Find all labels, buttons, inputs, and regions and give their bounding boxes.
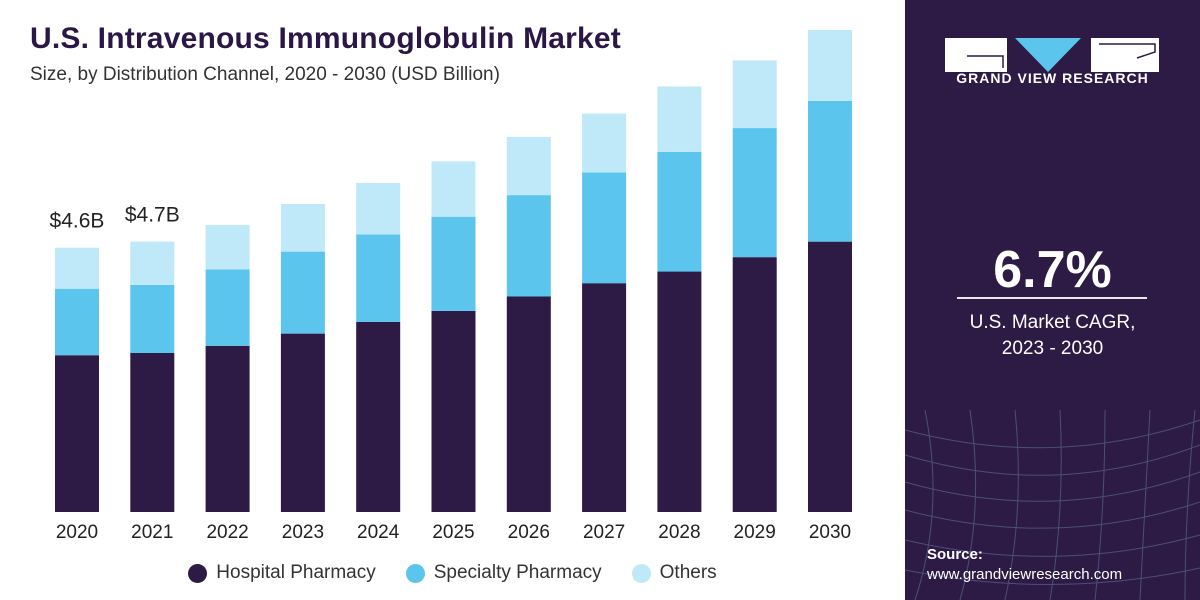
bar-hospital-pharmacy-2023 (280, 333, 325, 512)
x-tick-label-2026: 2026 (508, 522, 550, 543)
grid-floor-graphic (905, 410, 1200, 600)
x-tick-label-2027: 2027 (583, 522, 625, 543)
cagr-value: 6.7% (993, 241, 1112, 299)
chart-subtitle: Size, by Distribution Channel, 2020 - 20… (30, 64, 500, 85)
bar-hospital-pharmacy-2030 (808, 241, 852, 512)
source-label: Source: (927, 546, 983, 563)
x-tick-label-2025: 2025 (432, 522, 474, 543)
x-tick-label-2020: 2020 (56, 522, 98, 543)
bar-specialty-pharmacy-2021 (130, 284, 175, 353)
chart-legend: Hospital Pharmacy Specialty Pharmacy Oth… (0, 562, 905, 584)
x-tick-label-2022: 2022 (206, 522, 248, 543)
bar-hospital-pharmacy-2025 (431, 310, 476, 512)
bar-specialty-pharmacy-2024 (356, 234, 401, 322)
bar-specialty-pharmacy-2026 (506, 195, 551, 297)
data-label-2020: $4.6B (50, 210, 105, 233)
bar-others-2020 (55, 247, 99, 289)
stacked-bar-chart: 2020 2021 2022 2023 2024 2025 2026 2027 2028 2029… (50, 30, 852, 543)
legend-swatch-specialty-pharmacy (405, 563, 425, 583)
legend-item-others: Others (631, 562, 717, 584)
source-note: Source: www.grandviewresearch.com (927, 545, 1122, 585)
chart-title: U.S. Intravenous Immunoglobulin Market (30, 22, 621, 55)
x-tick-label-2028: 2028 (658, 522, 700, 543)
grand-view-research-logo (945, 38, 1159, 72)
cagr-divider (957, 297, 1147, 299)
bar-others-2021 (130, 241, 175, 285)
legend-item-hospital-pharmacy: Hospital Pharmacy (188, 562, 376, 584)
bar-others-2023 (280, 203, 325, 252)
bar-hospital-pharmacy-2022 (205, 345, 250, 512)
legend-item-specialty-pharmacy: Specialty Pharmacy (405, 562, 602, 584)
bar-specialty-pharmacy-2020 (55, 288, 99, 356)
x-tick-label-2024: 2024 (357, 522, 400, 543)
x-tick-label-2021: 2021 (131, 522, 173, 543)
legend-label-hospital-pharmacy: Hospital Pharmacy (216, 562, 376, 583)
legend-label-specialty-pharmacy: Specialty Pharmacy (433, 562, 602, 583)
data-label-2021: $4.7B (125, 204, 180, 227)
bar-others-2024 (356, 182, 401, 235)
legend-swatch-others (631, 563, 651, 583)
bar-hospital-pharmacy-2026 (506, 296, 551, 512)
bar-others-2025 (431, 161, 476, 217)
bar-hospital-pharmacy-2028 (657, 271, 702, 512)
x-tick-label-2023: 2023 (282, 522, 324, 543)
chart-area: U.S. Intravenous Immunoglobulin Market S… (0, 22, 905, 584)
brand-name: GRAND VIEW RESEARCH (956, 70, 1149, 86)
legend-swatch-hospital-pharmacy (188, 563, 208, 583)
bar-hospital-pharmacy-2021 (130, 352, 175, 512)
bar-hospital-pharmacy-2029 (732, 257, 777, 512)
bar-others-2030 (808, 30, 852, 101)
bar-specialty-pharmacy-2025 (431, 216, 476, 311)
cagr-label-line2: 2023 - 2030 (1001, 338, 1104, 359)
bar-hospital-pharmacy-2024 (356, 321, 401, 512)
x-tick-label-2030: 2030 (809, 522, 851, 543)
bar-others-2029 (732, 60, 777, 129)
bar-others-2022 (205, 225, 250, 270)
source-url[interactable]: www.grandviewresearch.com (927, 566, 1123, 583)
bar-others-2026 (506, 136, 551, 196)
bar-others-2027 (582, 113, 627, 173)
bar-others-2028 (657, 86, 702, 152)
side-panel: GRAND VIEW RESEARCH 6.7% U.S. Market CAG… (905, 0, 1200, 600)
bar-hospital-pharmacy-2027 (582, 283, 627, 512)
bar-specialty-pharmacy-2029 (732, 128, 777, 258)
bar-specialty-pharmacy-2030 (808, 100, 852, 242)
bar-specialty-pharmacy-2023 (280, 251, 325, 334)
bar-specialty-pharmacy-2027 (582, 172, 627, 284)
bar-specialty-pharmacy-2022 (205, 269, 250, 346)
cagr-label: U.S. Market CAGR, 2023 - 2030 (905, 310, 1200, 362)
x-tick-label-2029: 2029 (734, 522, 776, 543)
cagr-label-line1: U.S. Market CAGR, (969, 312, 1136, 333)
bar-specialty-pharmacy-2028 (657, 151, 702, 272)
legend-label-others: Others (659, 562, 717, 583)
bar-hospital-pharmacy-2020 (55, 355, 99, 512)
